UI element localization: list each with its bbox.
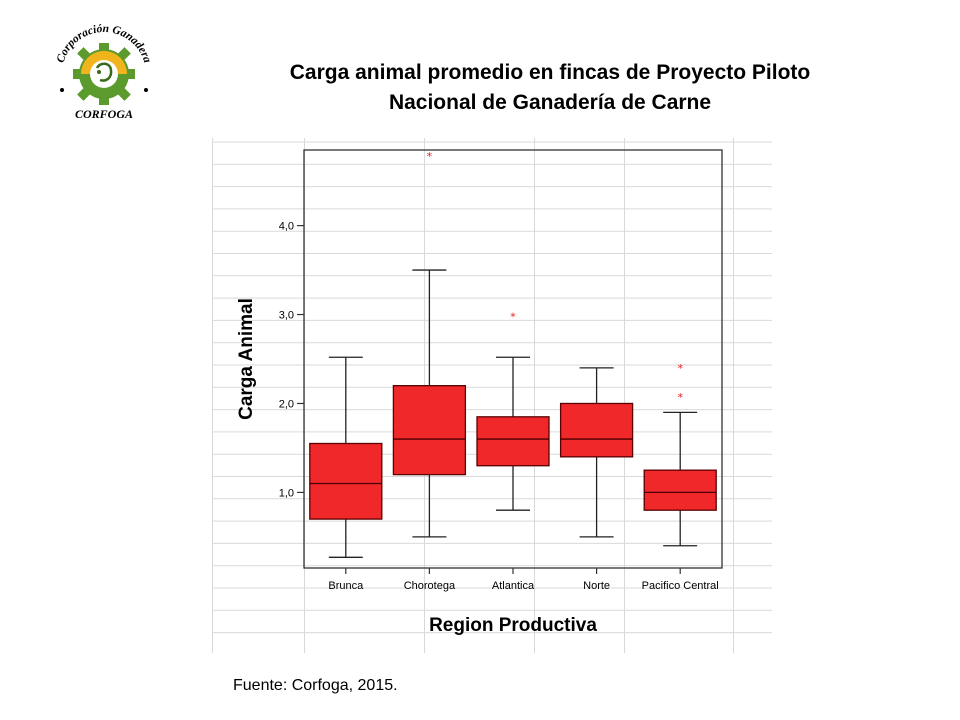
box-iqr: [476, 416, 550, 467]
x-tick-label: Brunca: [328, 580, 364, 592]
gear-icon: [73, 43, 135, 105]
y-axis: 1,0 2,0 3,0 4,0: [279, 221, 304, 499]
boxes: ****: [309, 150, 717, 558]
corfoga-logo: Corporación Ganadera CORFOGA: [55, 23, 154, 121]
x-axis-label: Region Productiva: [429, 615, 597, 636]
outlier-point: *: [427, 150, 433, 163]
box-norte: [559, 367, 634, 538]
y-tick-label: 4,0: [279, 221, 294, 233]
x-tick-label: Atlantica: [492, 580, 535, 592]
title-line-1: Carga animal promedio en fincas de Proye…: [289, 61, 811, 84]
y-axis-label: Carga Animal: [236, 298, 257, 420]
grid-lines: [212, 138, 772, 653]
source-note: Fuente: Corfoga, 2015.: [233, 677, 398, 694]
box-iqr: [309, 442, 383, 520]
outlier-point: *: [677, 362, 683, 375]
y-tick-label: 3,0: [279, 310, 294, 322]
y-tick-label: 1,0: [279, 487, 294, 499]
box-pacifico-central: **: [643, 362, 717, 547]
title-line-2: Nacional de Ganadería de Carne: [388, 91, 712, 114]
x-tick-label: Chorotega: [404, 580, 456, 592]
box-iqr: [559, 402, 634, 458]
boxplot-chart: 1,0 2,0 3,0 4,0 Brunca Chorotega Atlantica Nor…: [212, 138, 772, 653]
box-iqr: [643, 469, 717, 511]
box-brunca: [309, 356, 383, 558]
outlier-point: *: [677, 391, 683, 404]
x-tick-label: Pacifico Central: [642, 580, 719, 592]
x-tick-label: Norte: [583, 580, 610, 592]
logo-bottom-text: CORFOGA: [75, 107, 133, 121]
box-chorotega: *: [392, 150, 467, 538]
y-tick-label: 2,0: [279, 398, 294, 410]
slide-title: Carga animal promedio en fincas de Proye…: [180, 58, 920, 118]
box-atlantica: *: [476, 310, 550, 511]
outlier-point: *: [510, 310, 516, 323]
x-axis: Brunca Chorotega Atlantica Norte Pacifico Ce…: [328, 568, 719, 592]
box-iqr: [392, 385, 467, 476]
